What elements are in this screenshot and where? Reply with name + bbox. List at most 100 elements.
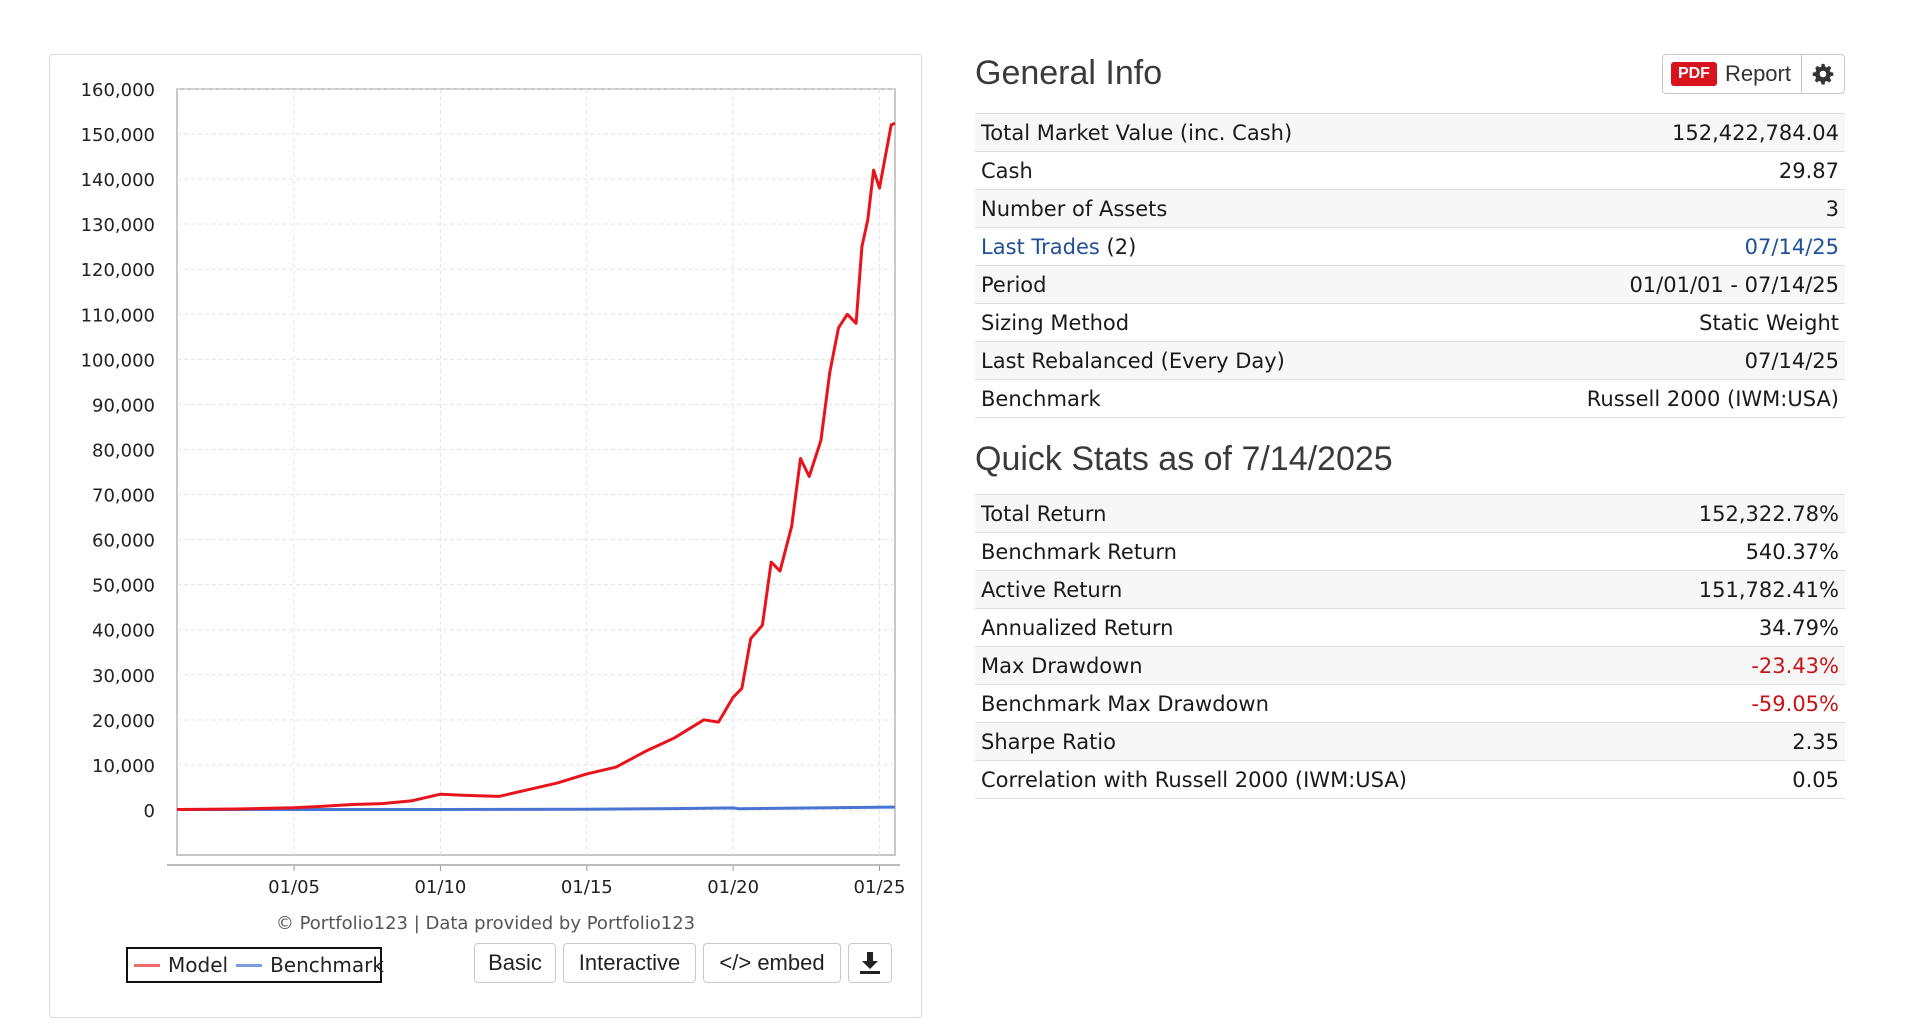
row-value: 152,422,784.04: [1672, 120, 1839, 145]
last-trades-count: (2): [1106, 234, 1137, 259]
basic-button[interactable]: Basic: [474, 943, 556, 983]
table-row: Annualized Return 34.79%: [975, 608, 1845, 647]
row-label: Cash: [981, 158, 1033, 183]
row-value-negative: -59.05%: [1751, 691, 1839, 716]
pdf-badge: PDF: [1670, 62, 1717, 86]
y-tick-label: 110,000: [81, 305, 155, 326]
chart-credit: © Portfolio123 | Data provided by Portfo…: [275, 913, 696, 934]
legend-swatch-benchmark: [236, 963, 263, 967]
table-row: Sizing Method Static Weight: [975, 303, 1845, 342]
quick-stats-table: Total Return 152,322.78% Benchmark Retur…: [975, 494, 1845, 799]
y-tick-label: 60,000: [92, 531, 155, 552]
interactive-button[interactable]: Interactive: [563, 943, 696, 983]
y-tick-label: 90,000: [92, 395, 155, 416]
row-value: 540.37%: [1745, 539, 1839, 564]
table-row: Last Rebalanced (Every Day) 07/14/25: [975, 341, 1845, 380]
x-tick-label: 01/15: [561, 877, 613, 898]
row-label: Max Drawdown: [981, 653, 1143, 678]
y-tick-label: 0: [144, 801, 155, 822]
row-label: Total Return: [981, 501, 1107, 526]
legend-label-benchmark: Benchmark: [270, 953, 384, 977]
row-value: 29.87: [1778, 158, 1839, 183]
legend-swatch-model: [134, 963, 160, 967]
plot-area: [176, 88, 896, 856]
y-tick-label: 100,000: [81, 350, 155, 371]
table-row: Period 01/01/01 - 07/14/25: [975, 265, 1845, 304]
row-value: 151,782.41%: [1698, 577, 1839, 602]
row-value-negative: -23.43%: [1751, 653, 1839, 678]
table-row: Number of Assets 3: [975, 189, 1845, 228]
embed-button[interactable]: </> embed: [703, 943, 841, 983]
series-line-benchmark: [177, 805, 896, 811]
table-row: Last Trades (2) 07/14/25: [975, 227, 1845, 266]
y-tick-label: 130,000: [81, 215, 155, 236]
y-tick-label: 160,000: [81, 80, 155, 101]
performance-chart[interactable]: 160,000 150,000 140,000 130,000 120,000 110,0…: [50, 55, 921, 905]
y-tick-label: 30,000: [92, 666, 155, 687]
y-tick-label: 140,000: [81, 170, 155, 191]
legend-item-benchmark[interactable]: Benchmark: [236, 953, 384, 977]
quick-stats-title: Quick Stats as of 7/14/2025: [975, 440, 1393, 478]
last-trades-date-link[interactable]: 07/14/25: [1744, 234, 1839, 259]
table-row: Total Market Value (inc. Cash) 152,422,7…: [975, 113, 1845, 152]
row-label: Sizing Method: [981, 310, 1130, 335]
table-row: Benchmark Return 540.37%: [975, 532, 1845, 571]
table-row: Benchmark Russell 2000 (IWM:USA): [975, 379, 1845, 418]
row-label: Active Return: [981, 577, 1123, 602]
row-label: Correlation with Russell 2000 (IWM:USA): [981, 767, 1407, 792]
report-button-group: PDF Report: [1661, 54, 1845, 94]
last-trades-link[interactable]: Last Trades: [981, 234, 1100, 259]
legend-item-model[interactable]: Model: [134, 953, 228, 977]
legend-label-model: Model: [168, 953, 229, 977]
row-value: Static Weight: [1699, 310, 1839, 335]
row-label-cell: Last Trades (2): [975, 228, 1454, 266]
row-label: Sharpe Ratio: [981, 729, 1116, 754]
row-label: Benchmark: [981, 386, 1101, 411]
row-label: Period: [981, 272, 1047, 297]
report-label: Report: [1724, 61, 1791, 86]
pdf-report-button[interactable]: PDF Report: [1663, 55, 1802, 93]
row-value: 34.79%: [1758, 615, 1839, 640]
download-icon: [860, 952, 880, 974]
row-label: Annualized Return: [981, 615, 1174, 640]
y-tick-label: 40,000: [92, 621, 155, 642]
row-value: 152,322.78%: [1698, 501, 1839, 526]
row-label: Benchmark Return: [981, 539, 1177, 564]
row-value: 3: [1825, 196, 1839, 221]
y-tick-label: 20,000: [92, 711, 155, 732]
table-row: Active Return 151,782.41%: [975, 570, 1845, 609]
row-value: 07/14/25: [1744, 348, 1839, 373]
chart-card: 160,000 150,000 140,000 130,000 120,000 110,0…: [49, 54, 922, 1018]
x-tick-label: 01/10: [414, 877, 466, 898]
row-value: 2.35: [1792, 729, 1839, 754]
table-row: Cash 29.87: [975, 151, 1845, 190]
row-value: 01/01/01 - 07/14/25: [1629, 272, 1839, 297]
table-row: Total Return 152,322.78%: [975, 494, 1845, 533]
table-row: Correlation with Russell 2000 (IWM:USA) …: [975, 760, 1845, 799]
settings-button[interactable]: [1802, 55, 1844, 93]
general-info-title: General Info: [975, 54, 1163, 92]
x-tick-label: 01/25: [854, 877, 906, 898]
y-tick-label: 120,000: [81, 260, 155, 281]
general-info-table: Total Market Value (inc. Cash) 152,422,7…: [975, 113, 1845, 418]
y-tick-label: 150,000: [81, 125, 155, 146]
y-tick-label: 10,000: [92, 756, 155, 777]
gear-icon: [1812, 63, 1834, 85]
row-label: Number of Assets: [981, 196, 1168, 221]
y-tick-label: 50,000: [92, 576, 155, 597]
row-value: Russell 2000 (IWM:USA): [1586, 386, 1839, 411]
row-label: Total Market Value (inc. Cash): [981, 120, 1293, 145]
table-row: Benchmark Max Drawdown -59.05%: [975, 684, 1845, 723]
x-tick-label: 01/05: [268, 877, 320, 898]
chart-legend[interactable]: Model Benchmark: [126, 947, 384, 983]
row-label: Last Rebalanced (Every Day): [981, 348, 1285, 373]
download-button[interactable]: [848, 943, 892, 983]
row-label: Benchmark Max Drawdown: [981, 691, 1269, 716]
table-row: Max Drawdown -23.43%: [975, 646, 1845, 685]
y-tick-label: 70,000: [92, 486, 155, 507]
series-line-model: [176, 121, 896, 811]
y-tick-label: 80,000: [92, 440, 155, 461]
row-value: 0.05: [1792, 767, 1839, 792]
table-row: Sharpe Ratio 2.35: [975, 722, 1845, 761]
x-tick-label: 01/20: [707, 877, 759, 898]
